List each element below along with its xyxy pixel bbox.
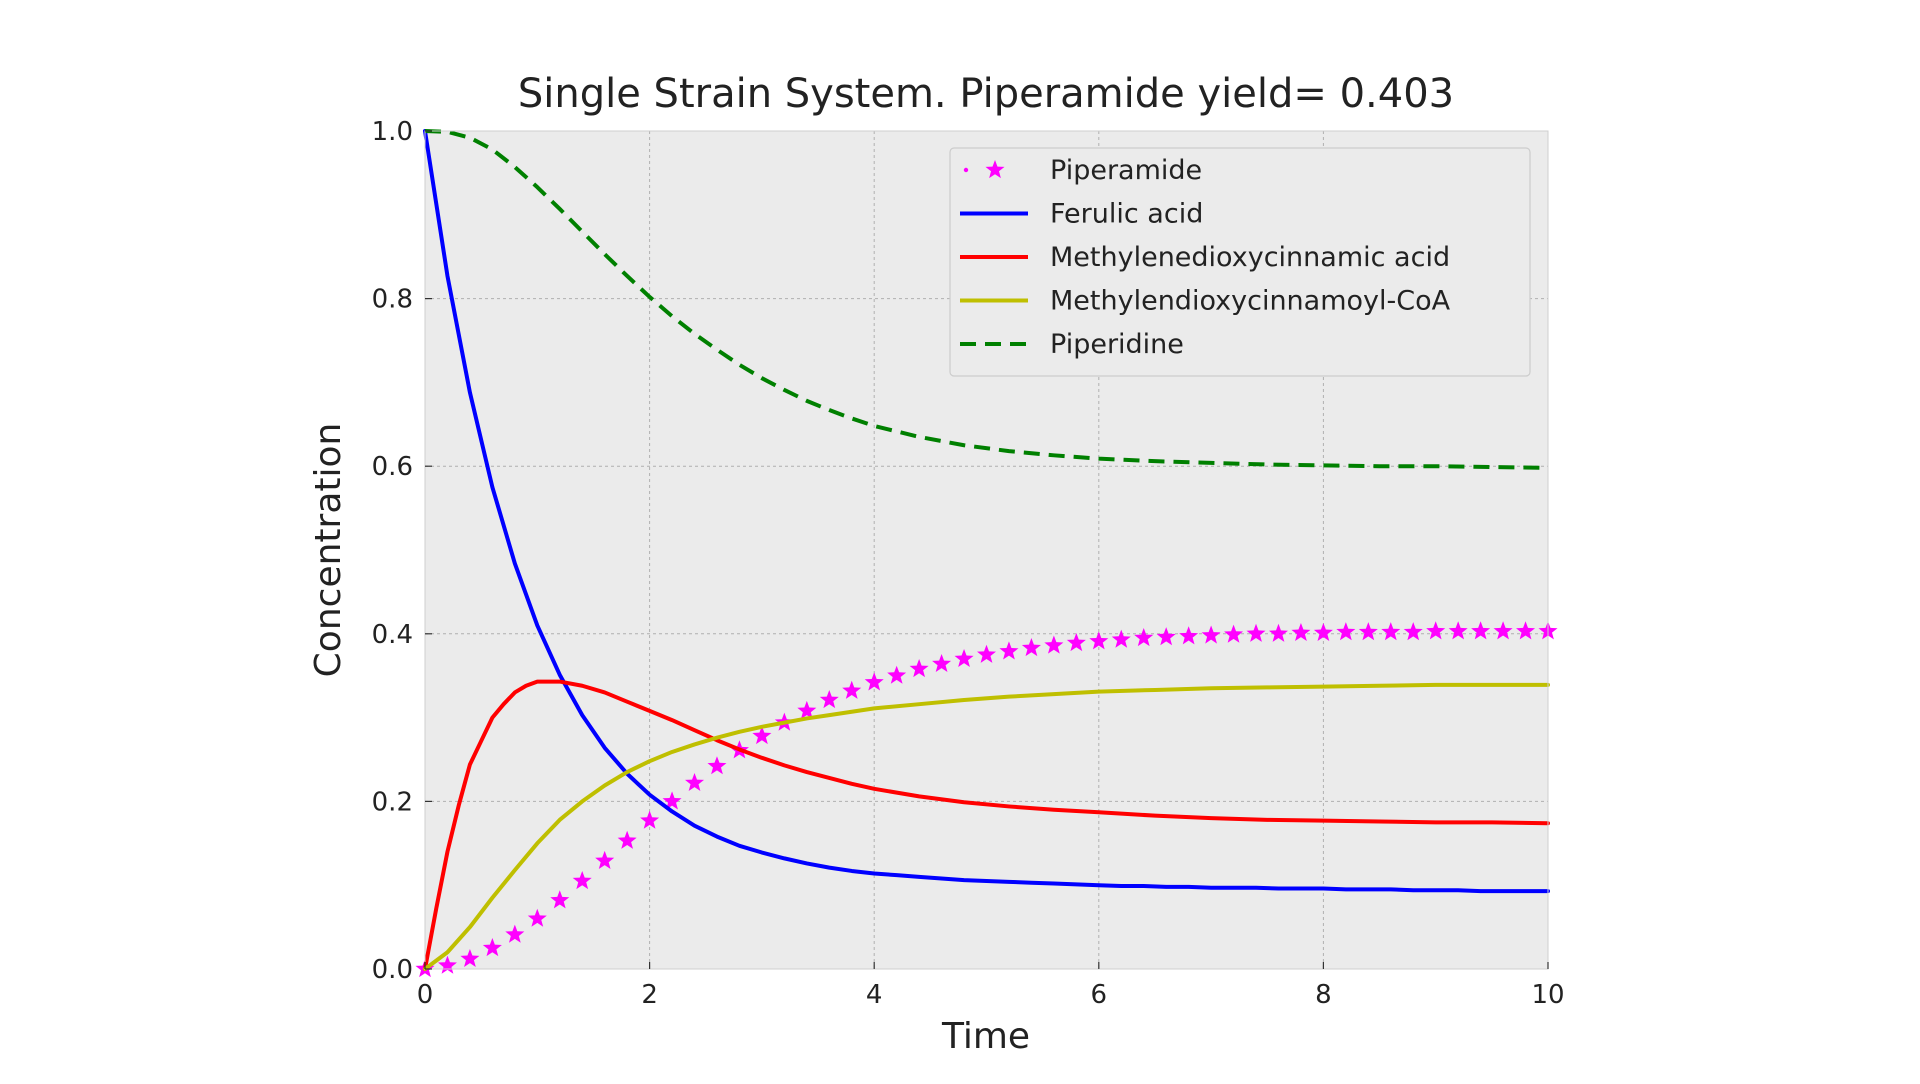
data-point xyxy=(1268,623,1288,642)
data-point xyxy=(1313,622,1333,642)
data-point xyxy=(662,791,682,810)
data-point xyxy=(1044,635,1064,654)
axis-ticks: 0 2 4 6 8 10 0.0 0.2 0.4 0.6 0.8 1.0 xyxy=(372,117,1565,1010)
data-point xyxy=(1336,622,1356,641)
series-layer xyxy=(415,129,1558,978)
y-tick-label: 0.4 xyxy=(372,620,413,650)
data-point xyxy=(819,690,839,709)
data-point xyxy=(640,810,660,829)
data-point xyxy=(909,659,929,678)
plot-frame xyxy=(424,130,1549,970)
data-point xyxy=(864,672,884,691)
data-point xyxy=(550,890,570,909)
legend-item: Methylenedioxycinnamic acid xyxy=(960,242,1450,273)
data-point xyxy=(976,644,997,663)
x-axis-label: Time xyxy=(941,1016,1030,1057)
data-point xyxy=(1021,638,1041,657)
legend-label: Piperamide xyxy=(1050,155,1202,186)
legend: Piperamide Ferulic acid Methylenedioxycinn… xyxy=(949,147,1531,377)
data-point xyxy=(685,772,705,792)
y-tick-label: 0.8 xyxy=(372,285,413,315)
x-tick-label: 8 xyxy=(1315,980,1332,1010)
data-point xyxy=(1246,623,1266,642)
data-point xyxy=(460,948,480,968)
data-point xyxy=(1179,626,1199,645)
legend-star-marker xyxy=(985,160,1005,179)
x-tick-label: 10 xyxy=(1531,980,1564,1010)
legend-dot xyxy=(963,167,969,173)
data-point xyxy=(1089,631,1109,650)
legend-item: Piperidine xyxy=(960,329,1184,360)
data-point xyxy=(1224,624,1244,643)
y-tick-label: 0.2 xyxy=(372,787,413,817)
legend-label: Piperidine xyxy=(1050,329,1184,360)
data-point xyxy=(1516,621,1536,640)
legend-item: Methylendioxycinnamoyl-CoA xyxy=(960,286,1451,317)
x-tick-label: 0 xyxy=(417,980,434,1010)
y-tick-label: 0.0 xyxy=(372,955,413,985)
data-point xyxy=(1111,629,1131,648)
data-point xyxy=(505,924,525,943)
data-point xyxy=(1381,622,1401,641)
data-point xyxy=(1471,621,1491,640)
data-point xyxy=(482,938,502,957)
series-line-methylenedioxycinnamic-acid xyxy=(423,679,1550,971)
series-line-piperidine xyxy=(424,129,1549,470)
chart-title: Single Strain System. Piperamide yield= … xyxy=(518,71,1454,117)
data-point xyxy=(1291,622,1311,642)
data-point xyxy=(1066,633,1086,652)
series-line-ferulic-acid xyxy=(423,129,1550,894)
x-tick-label: 4 xyxy=(866,980,883,1010)
data-point xyxy=(1493,621,1513,640)
data-point xyxy=(1201,625,1221,644)
data-point xyxy=(752,726,772,745)
legend-label: Ferulic acid xyxy=(1050,199,1203,230)
data-point xyxy=(932,653,952,673)
data-point xyxy=(1156,627,1176,646)
data-point xyxy=(999,641,1019,660)
data-point xyxy=(1134,627,1154,647)
x-tick-label: 2 xyxy=(641,980,658,1010)
legend-label: Methylendioxycinnamoyl-CoA xyxy=(1050,286,1451,317)
data-point xyxy=(707,756,727,775)
data-point xyxy=(887,665,907,684)
x-tick-label: 6 xyxy=(1091,980,1108,1010)
y-tick-label: 0.6 xyxy=(372,452,413,482)
legend-item: Ferulic acid xyxy=(960,199,1203,230)
series-line-methylendioxycinnamoyl-coa xyxy=(423,682,1550,971)
data-point xyxy=(1403,622,1423,641)
data-point xyxy=(527,908,547,927)
data-point xyxy=(595,850,615,869)
data-point xyxy=(572,871,592,890)
legend-box xyxy=(949,147,1531,377)
legend-item: Piperamide xyxy=(963,155,1202,186)
data-point xyxy=(797,700,817,719)
data-point xyxy=(954,648,974,668)
data-point xyxy=(1358,622,1378,641)
data-point xyxy=(1426,621,1446,640)
legend-label: Methylenedioxycinnamic acid xyxy=(1050,242,1450,273)
data-point xyxy=(437,955,457,974)
data-point xyxy=(842,680,862,699)
data-point xyxy=(617,830,637,849)
data-point xyxy=(1448,621,1468,640)
y-tick-label: 1.0 xyxy=(372,117,413,147)
y-axis-label: Concentration xyxy=(308,423,349,678)
